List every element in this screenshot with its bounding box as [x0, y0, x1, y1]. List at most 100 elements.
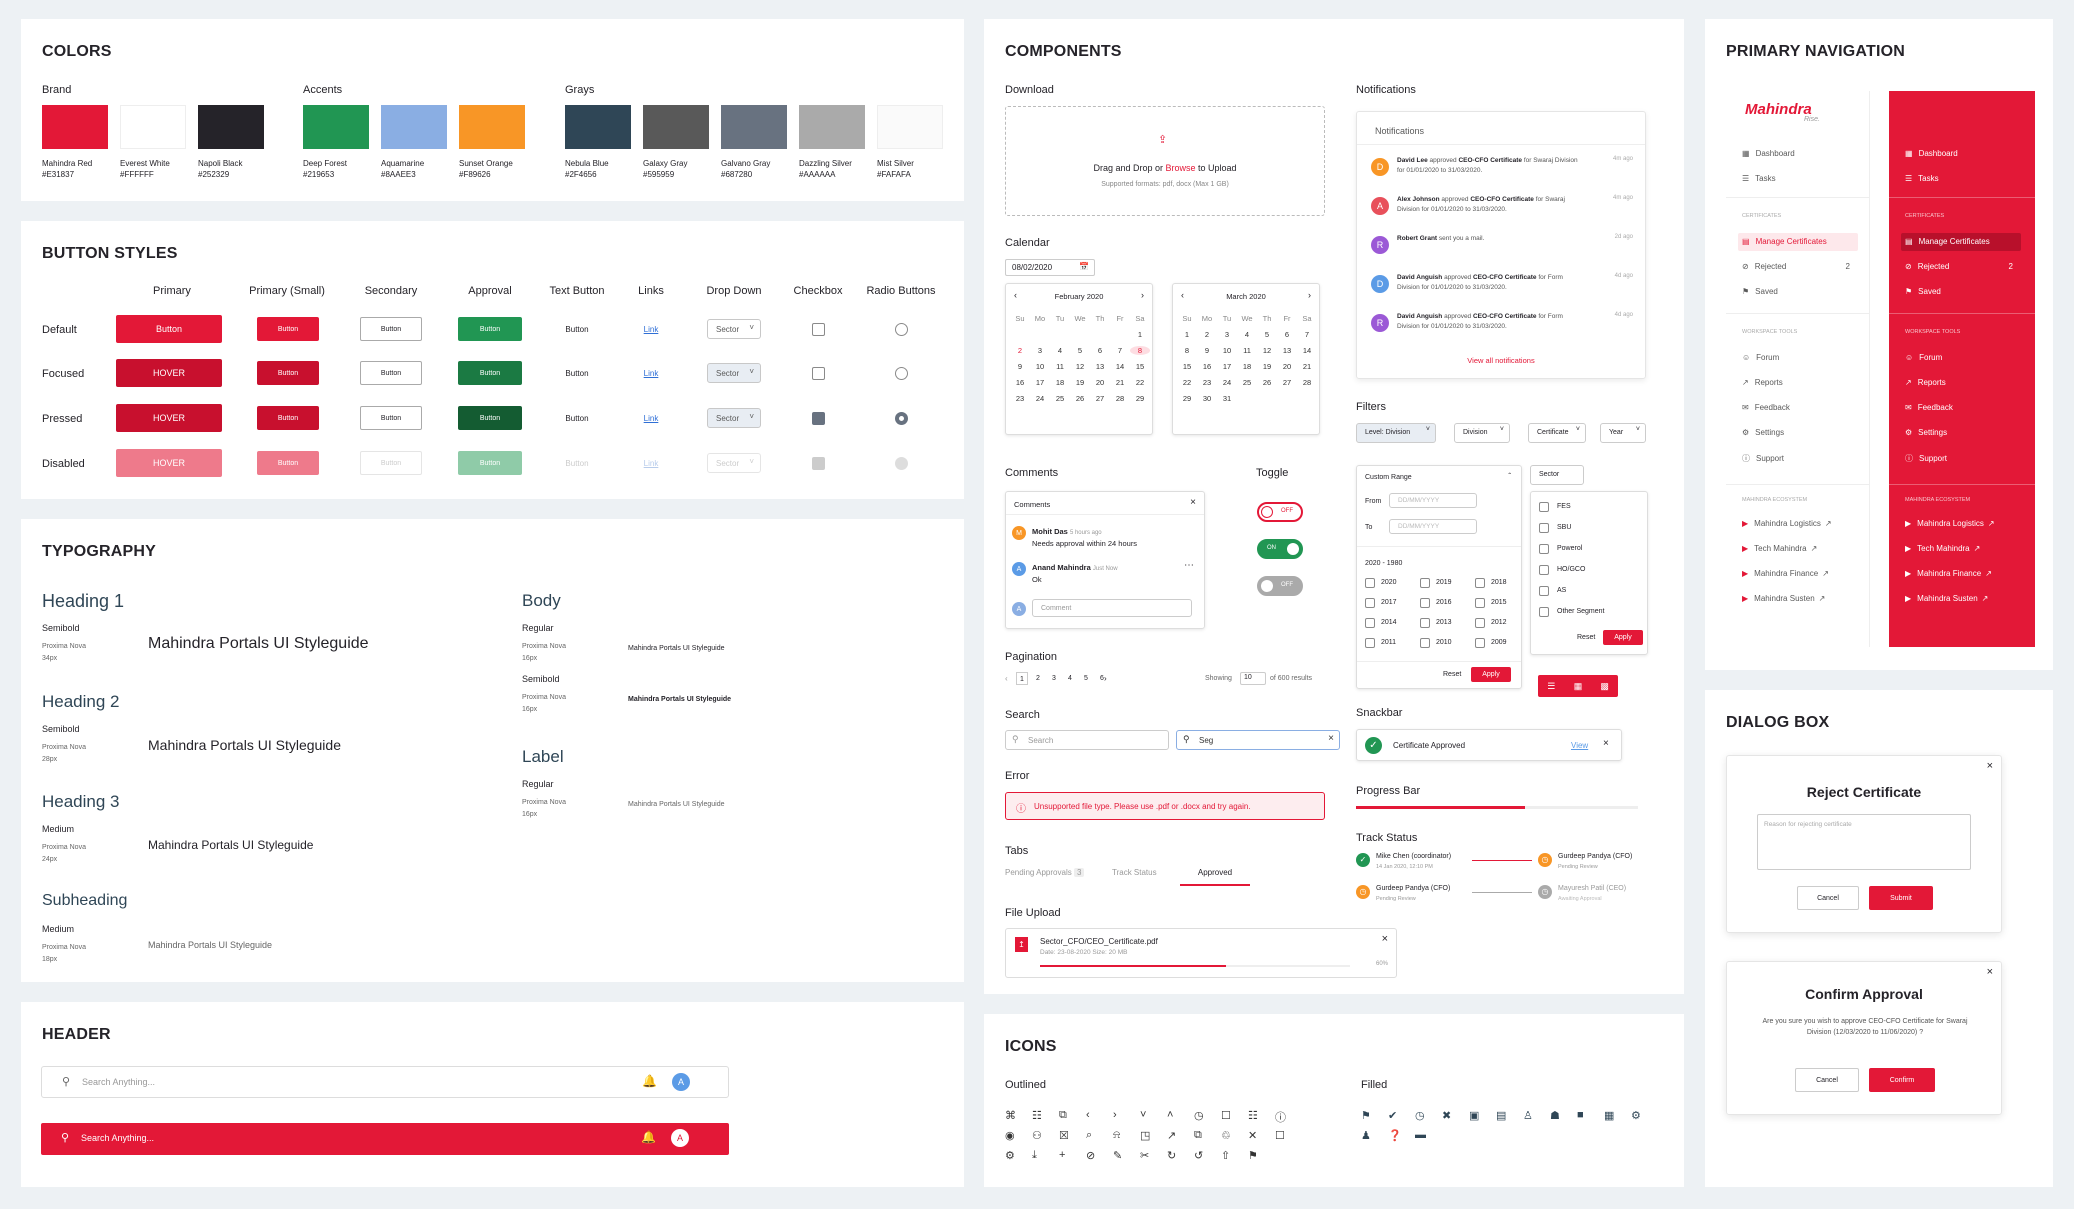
calendar-day[interactable]: 18 — [1055, 378, 1065, 387]
calendar-day[interactable]: 27 — [1282, 378, 1292, 387]
nav-item[interactable]: ▤ Manage Certificates — [1738, 233, 1858, 251]
page-number[interactable]: 3 — [1052, 675, 1056, 682]
calendar-day[interactable]: 24 — [1222, 378, 1232, 387]
calendar-day[interactable]: 11 — [1243, 346, 1251, 355]
nav-item[interactable]: ↗ Reports — [1905, 378, 1946, 387]
calendar-day[interactable] — [1010, 330, 1030, 339]
nav-item[interactable]: ▶ Tech Mahindra ↗ — [1742, 544, 1817, 553]
calendar-day[interactable]: 23 — [1202, 378, 1212, 387]
undo-icon[interactable]: ↺ — [1194, 1150, 1204, 1162]
nav-item[interactable]: ✉ Feedback — [1742, 403, 1790, 412]
approval-button[interactable]: Button — [458, 451, 522, 475]
clear-icon[interactable]: × — [1328, 733, 1334, 744]
calendar-day[interactable]: 20 — [1095, 378, 1105, 387]
year-checkbox[interactable] — [1475, 618, 1485, 628]
link[interactable]: Link — [643, 368, 659, 378]
submit-button[interactable]: Submit — [1869, 886, 1933, 910]
calendar-icon[interactable]: 📅 — [1079, 262, 1089, 271]
avatar[interactable]: A — [672, 1073, 690, 1091]
calendar-day[interactable]: 5 — [1077, 346, 1083, 355]
radio-button[interactable] — [895, 412, 908, 425]
upload-icon[interactable]: ⇧ — [1221, 1150, 1231, 1162]
nav-item[interactable]: ▦ Dashboard — [1905, 149, 1958, 158]
page-number[interactable]: 5 — [1084, 675, 1088, 682]
prev-month-icon[interactable]: ‹ — [1181, 290, 1184, 300]
document-icon[interactable]: ☷ — [1032, 1110, 1042, 1122]
attach-icon[interactable]: ✂ — [1140, 1150, 1150, 1162]
close-icon[interactable]: × — [1986, 760, 1993, 772]
text-button[interactable]: Button — [565, 413, 589, 423]
comment-input[interactable]: Comment — [1032, 599, 1192, 617]
approval-button[interactable]: Button — [458, 361, 522, 385]
info-icon[interactable]: ⓘ — [1275, 1112, 1286, 1124]
target-icon[interactable]: ◉ — [1005, 1130, 1015, 1142]
calendar-day[interactable]: 31 — [1222, 394, 1232, 403]
calendar-day[interactable]: 9 — [1204, 346, 1210, 355]
nav-item[interactable]: ⚑ Saved — [1901, 283, 2021, 301]
calendar-day[interactable]: 13 — [1095, 362, 1105, 371]
bookmark-icon[interactable]: ⚑ — [1248, 1150, 1258, 1162]
prev-page-icon[interactable]: ‹ — [1005, 674, 1008, 683]
grid-view-icon[interactable]: ▦ — [1573, 681, 1583, 691]
calendar-day[interactable]: 3 — [1037, 346, 1043, 355]
page-number[interactable]: 6 — [1100, 675, 1104, 682]
check-filled-icon[interactable]: ✔ — [1388, 1110, 1398, 1122]
grid-filled-icon[interactable]: ■ — [1577, 1109, 1584, 1121]
nav-item[interactable]: ⓘ Support — [1905, 453, 1947, 464]
reason-textarea[interactable]: Reason for rejecting certificate — [1757, 814, 1971, 870]
recycle-icon[interactable]: ♲ — [1221, 1130, 1231, 1142]
nav-item[interactable]: ⚙ Settings — [1742, 428, 1784, 437]
nav-item[interactable]: ✉ Feedback — [1905, 403, 1953, 412]
calendar-day[interactable]: 12 — [1075, 362, 1085, 371]
calendar-day[interactable]: 16 — [1015, 378, 1025, 387]
nav-item[interactable]: ▶ Mahindra Finance ↗ — [1742, 569, 1829, 578]
nav-item[interactable]: ☰ Tasks — [1905, 174, 1939, 183]
radio-button[interactable] — [895, 367, 908, 380]
nav-item[interactable]: ⓘ Support — [1742, 453, 1784, 464]
chevron-down-icon[interactable]: ˅ — [1140, 1109, 1147, 1121]
calendar-day[interactable]: 12 — [1262, 346, 1272, 355]
calendar-day[interactable]: 1 — [1137, 330, 1143, 339]
bell-filled-icon[interactable]: ☗ — [1550, 1110, 1560, 1122]
duplicate-icon[interactable]: ⧉ — [1194, 1129, 1202, 1141]
filter-chip[interactable]: Division ˅ — [1454, 423, 1510, 443]
calendar-day[interactable]: 22 — [1182, 378, 1192, 387]
calendar-day[interactable]: 26 — [1262, 378, 1272, 387]
avatar[interactable]: A — [671, 1129, 689, 1147]
date-input[interactable]: 08/02/2020 📅 — [1005, 259, 1095, 276]
year-checkbox[interactable] — [1475, 578, 1485, 588]
bell-icon[interactable]: 🔔 — [641, 1130, 656, 1144]
radio-button[interactable] — [895, 457, 908, 470]
snackbar-view-link[interactable]: View — [1571, 741, 1589, 750]
search-icon[interactable]: ⌕ — [1086, 1129, 1093, 1141]
nav-item[interactable]: ▶ Mahindra Finance ↗ — [1905, 569, 1992, 578]
chevron-up-icon[interactable]: ˄ — [1167, 1109, 1174, 1121]
from-date-input[interactable]: DD/MM/YYYY — [1389, 493, 1477, 508]
dropzone[interactable]: ⇪ Drag and Drop or Browse to Upload Supp… — [1005, 106, 1325, 216]
users-icon[interactable]: ⚇ — [1032, 1130, 1042, 1142]
clock-filled-icon[interactable]: ◷ — [1415, 1110, 1425, 1122]
nav-item[interactable]: ▶ Tech Mahindra ↗ — [1905, 544, 1980, 553]
calendar-day[interactable]: 1 — [1184, 330, 1190, 339]
nav-item[interactable]: ▶ Mahindra Susten ↗ — [1742, 594, 1825, 603]
year-checkbox[interactable] — [1420, 598, 1430, 608]
secondary-button[interactable]: Button — [360, 317, 422, 341]
close-icon[interactable]: ✕ — [1248, 1130, 1258, 1142]
copy-filled-icon[interactable]: ▣ — [1469, 1110, 1480, 1122]
calendar-day[interactable]: 28 — [1115, 394, 1125, 403]
calendar-day[interactable]: 8 — [1130, 346, 1150, 355]
calendar-day[interactable] — [1050, 330, 1070, 339]
reset-button[interactable]: Reset — [1443, 671, 1462, 678]
external-link-icon[interactable]: ↗ — [1167, 1130, 1177, 1142]
toggle-disabled[interactable]: OFF — [1257, 576, 1303, 596]
calendar-day[interactable]: 28 — [1302, 378, 1312, 387]
calendar-day[interactable] — [1030, 330, 1050, 339]
primary-button[interactable]: Button — [116, 315, 222, 343]
calendar-day[interactable]: 24 — [1035, 394, 1045, 403]
toggle-on[interactable]: ON — [1257, 539, 1303, 559]
close-icon[interactable]: × — [1986, 966, 1993, 978]
sector-dropdown[interactable]: Sector ˅ — [707, 319, 761, 339]
sector-dropdown[interactable]: Sector ˅ — [707, 408, 761, 428]
nav-item[interactable]: ☺ Forum — [1905, 353, 1942, 362]
primary-button[interactable]: HOVER — [116, 404, 222, 432]
